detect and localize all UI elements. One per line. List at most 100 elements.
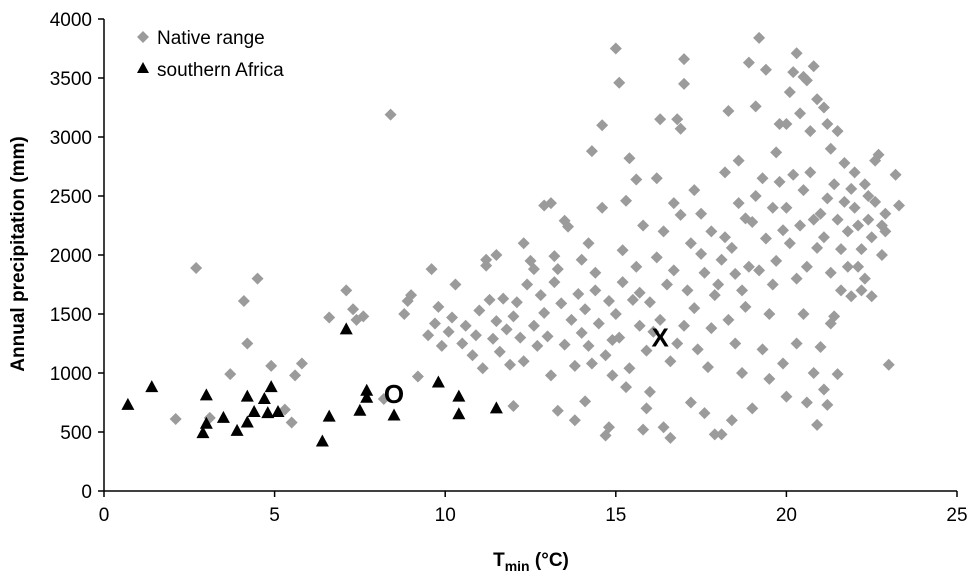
data-point-native-range <box>790 47 803 60</box>
data-point-native-range <box>405 289 418 302</box>
data-point-native-range <box>551 404 564 417</box>
data-point-native-range <box>285 416 298 429</box>
data-point-native-range <box>834 284 847 297</box>
data-point-native-range <box>637 219 650 232</box>
data-point-native-range <box>708 289 721 302</box>
data-point-native-range <box>749 100 762 113</box>
data-point-native-range <box>845 290 858 303</box>
data-point-native-range <box>865 290 878 303</box>
data-point-native-range <box>265 359 278 372</box>
data-point-native-range <box>763 308 776 320</box>
data-point-native-range <box>596 201 609 214</box>
data-point-native-range <box>804 125 817 138</box>
data-point-native-range <box>695 247 708 260</box>
data-point-native-range <box>377 392 390 405</box>
y-tick-label: 3500 <box>50 69 92 90</box>
y-tick-label: 4000 <box>50 10 92 31</box>
data-point-native-range <box>712 278 725 291</box>
data-point-native-range <box>834 243 847 256</box>
data-point-native-range <box>620 381 633 394</box>
data-point-native-range <box>582 237 595 250</box>
data-point-native-range <box>705 225 718 238</box>
data-point-southern-africa <box>315 434 329 447</box>
data-point-native-range <box>640 402 653 415</box>
data-point-native-range <box>347 303 360 316</box>
data-point-native-range <box>671 113 684 126</box>
data-point-southern-africa <box>240 389 254 402</box>
data-point-native-range <box>770 254 783 267</box>
data-point-native-range <box>783 237 796 250</box>
data-point-southern-africa <box>199 416 213 429</box>
data-point-native-range <box>824 266 837 279</box>
legend-marker-native-range <box>137 31 149 43</box>
data-point-native-range <box>875 249 888 261</box>
data-point-native-range <box>422 329 435 342</box>
data-point-native-range <box>773 118 786 131</box>
data-point-native-range <box>814 341 827 354</box>
data-point-native-range <box>756 343 769 356</box>
data-point-native-range <box>504 358 517 371</box>
data-point-native-range <box>691 343 704 356</box>
data-point-native-range <box>637 423 650 436</box>
data-point-native-range <box>664 431 677 444</box>
data-point-native-range <box>831 213 844 226</box>
data-point-native-range <box>821 192 834 205</box>
data-point-native-range <box>558 214 571 227</box>
data-point-native-range <box>579 303 592 316</box>
data-point-native-range <box>476 362 489 375</box>
data-point-native-range <box>456 337 469 350</box>
legend-label-native-range: Native range <box>157 28 265 49</box>
data-point-native-range <box>695 207 708 220</box>
data-point-native-range <box>507 400 520 413</box>
data-point-native-range <box>623 152 636 165</box>
data-point-native-range <box>657 421 670 434</box>
y-tick-label: 0 <box>81 482 92 503</box>
data-point-native-range <box>817 101 830 114</box>
data-point-native-range <box>582 339 595 352</box>
data-point-native-range <box>678 77 691 90</box>
data-point-southern-africa <box>452 407 466 420</box>
data-point-native-range <box>613 76 626 89</box>
data-point-native-range <box>780 118 793 131</box>
data-point-native-range <box>602 295 615 308</box>
tick-labels: 0 5 10 15 20 25 0 500 1000 1500 2000 2500 3000 3500 40… <box>50 10 968 526</box>
data-point-native-range <box>746 402 759 415</box>
data-point-southern-africa <box>360 390 374 403</box>
data-point-native-range <box>708 428 721 441</box>
data-point-native-range <box>780 201 793 214</box>
annotations: OX <box>384 323 670 410</box>
data-point-native-range <box>681 284 694 297</box>
axes <box>98 18 958 497</box>
data-point-southern-africa <box>353 403 367 416</box>
data-point-native-range <box>490 315 503 328</box>
x-axis-title-unit: (°C) <box>530 550 569 571</box>
data-point-native-range <box>640 344 653 357</box>
data-point-native-range <box>565 313 578 326</box>
data-point-native-range <box>606 369 619 382</box>
x-tick-label: 0 <box>99 505 110 526</box>
data-point-native-range <box>241 337 254 350</box>
data-point-native-range <box>589 284 602 297</box>
data-point-native-range <box>715 428 728 441</box>
y-tick-label: 1500 <box>50 305 92 326</box>
data-point-native-range <box>558 338 571 351</box>
data-point-native-range <box>510 296 523 309</box>
data-point-native-range <box>609 42 622 55</box>
data-point-southern-africa <box>322 409 336 422</box>
data-point-native-range <box>838 156 851 169</box>
data-point-native-range <box>797 184 810 197</box>
data-point-native-range <box>879 207 892 220</box>
annotation-x: X <box>651 323 669 353</box>
data-point-native-range <box>596 119 609 132</box>
data-point-native-range <box>780 390 793 403</box>
data-point-native-range <box>575 326 588 339</box>
data-point-native-range <box>821 398 834 411</box>
data-point-native-range <box>633 286 646 299</box>
data-point-native-range <box>548 250 561 263</box>
data-point-native-range <box>667 197 680 210</box>
data-point-native-range <box>838 195 851 208</box>
data-point-native-range <box>688 184 701 197</box>
data-point-native-range <box>224 368 237 381</box>
data-point-native-range <box>425 263 438 276</box>
